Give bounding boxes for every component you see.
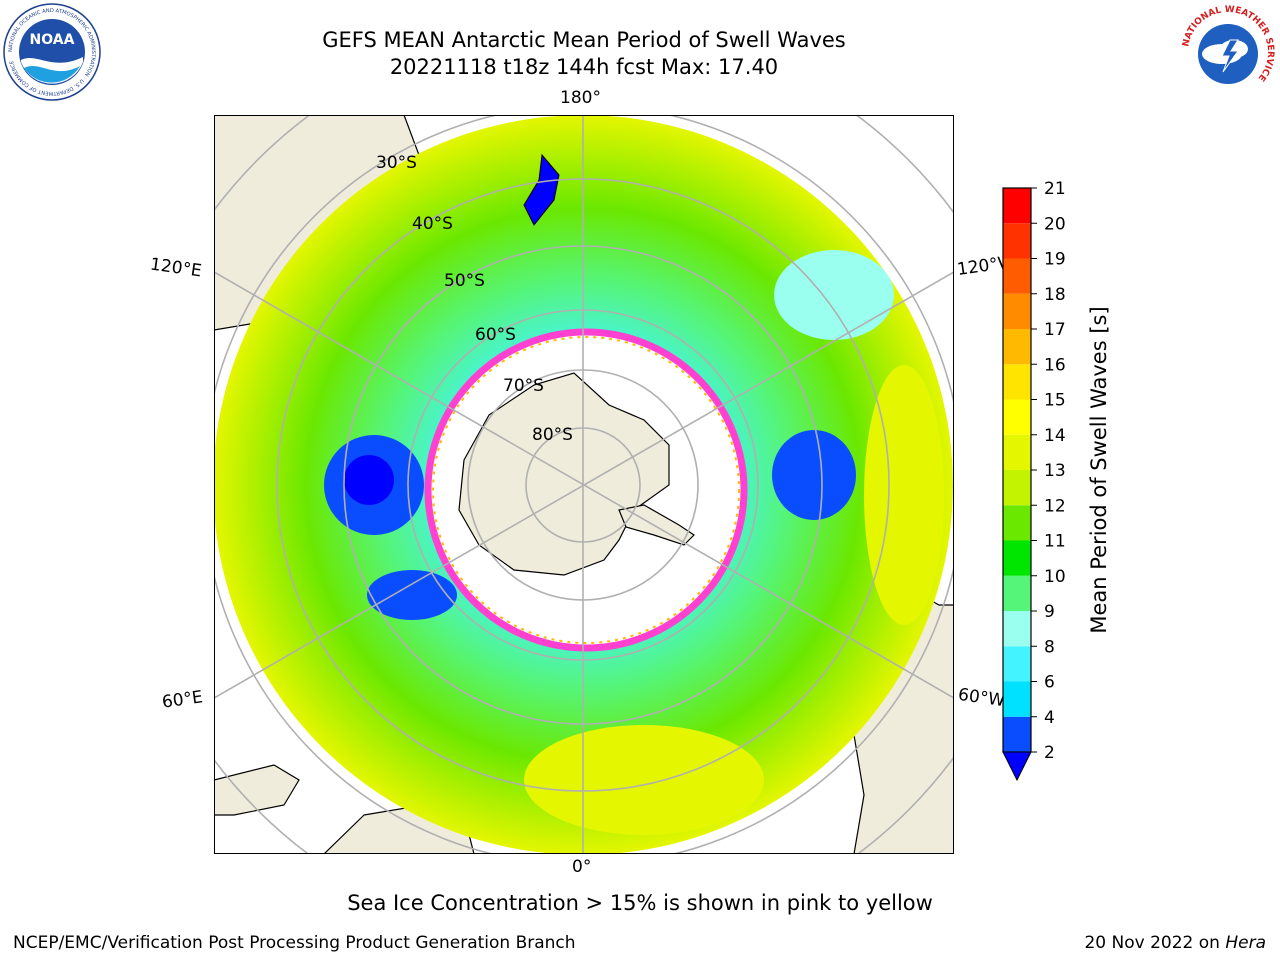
lon-label-120e: 120°E	[148, 254, 203, 282]
lon-label-180: 180°	[560, 88, 601, 108]
low-period-region-pacific	[772, 430, 856, 520]
graticule	[214, 115, 954, 854]
chart-subtitle: 20221118 t18z 144h fcst Max: 17.40	[389, 55, 779, 79]
colorbar-tick-label: 2	[1044, 743, 1055, 763]
colorbar-tick-label: 15	[1044, 391, 1066, 411]
nws-logo: NATIONAL WEATHER SERVICE	[1180, 4, 1276, 100]
land-madagascar	[214, 764, 300, 816]
colorbar-segment	[1003, 434, 1031, 470]
lon-label-60e: 60°E	[160, 687, 205, 713]
colorbar-segment	[1003, 646, 1031, 682]
lon-label-60w: 60°W	[956, 684, 1007, 712]
colorbar-tick-label: 9	[1044, 602, 1055, 622]
colorbar-segment	[1003, 505, 1031, 541]
colorbar-tick-label: 19	[1044, 250, 1066, 270]
noaa-logo-text: NOAA	[30, 32, 75, 48]
colorbar-tick-label: 6	[1044, 673, 1055, 693]
colorbar-label: Mean Period of Swell Waves [s]	[1087, 306, 1111, 633]
colorbar-segment	[1003, 575, 1031, 611]
credit-right: 20 Nov 2022 on Hera	[1084, 933, 1266, 953]
colorbar-segment	[1003, 258, 1031, 294]
colorbar-segment	[1003, 329, 1031, 365]
colorbar-segment	[1003, 293, 1031, 329]
colorbar-segment	[1003, 540, 1031, 576]
colorbar-segment	[1003, 470, 1031, 506]
lat-label-50s: 50°S	[444, 271, 485, 291]
colorbar-tick-label: 13	[1044, 461, 1066, 481]
land-antarctic-peninsula	[618, 504, 695, 546]
land-new-zealand	[523, 153, 560, 226]
sea-ice-note: Sea Ice Concentration > 15% is shown in …	[347, 891, 933, 915]
colorbar-segment	[1003, 399, 1031, 435]
lat-label-80s: 80°S	[532, 425, 573, 445]
lat-label-70s: 70°S	[503, 376, 544, 396]
noaa-logo: NATIONAL OCEANIC AND ATMOSPHERIC ADMINIS…	[3, 3, 101, 101]
colorbar-extend-min	[1002, 751, 1032, 782]
colorbar-tick-label: 11	[1044, 532, 1066, 552]
colorbar-segment	[1003, 611, 1031, 647]
credit-left: NCEP/EMC/Verification Post Processing Pr…	[13, 933, 576, 953]
colorbar-tick-label: 16	[1044, 355, 1066, 375]
colorbar-segment	[1003, 364, 1031, 400]
low-period-region-south	[367, 570, 457, 620]
colorbar-tick-label: 18	[1044, 285, 1066, 305]
lat-label-60s: 60°S	[475, 325, 516, 345]
polar-map: 30°S 40°S 50°S 60°S 70°S 80°S	[214, 115, 954, 854]
colorbar-tick-label: 21	[1044, 180, 1066, 199]
chart-title: GEFS MEAN Antarctic Mean Period of Swell…	[322, 28, 846, 52]
lat-label-30s: 30°S	[376, 153, 417, 173]
high-period-region-atlantic	[524, 725, 764, 835]
colorbar-segment	[1003, 681, 1031, 717]
colorbar-tick-label: 17	[1044, 320, 1066, 340]
colorbar-segments	[1002, 187, 1032, 753]
credit-date: 20 Nov 2022 on	[1084, 933, 1226, 953]
colorbar-tick-label: 10	[1044, 567, 1066, 587]
lat-label-40s: 40°S	[412, 214, 453, 234]
colorbar-tick-label: 14	[1044, 426, 1066, 446]
lon-label-0: 0°	[572, 857, 592, 877]
colorbar-tick-label: 4	[1044, 708, 1055, 728]
credit-system: Hera	[1225, 933, 1266, 953]
colorbar-segment	[1003, 716, 1031, 752]
colorbar-segment	[1003, 188, 1031, 224]
colorbar-tick-label: 12	[1044, 496, 1066, 516]
colorbar-tick-label: 8	[1044, 637, 1055, 657]
colorbar-tick-label: 20	[1044, 214, 1066, 234]
colorbar: 2 4 6 8 9 10 11 12 13 14 15 16 17 18 19 20 21 Mean Perio…	[1002, 180, 1111, 782]
colorbar-ticks: 2 4 6 8 9 10 11 12 13 14 15 16 17 18 19 20 21	[1031, 180, 1066, 763]
colorbar-segment	[1003, 223, 1031, 259]
